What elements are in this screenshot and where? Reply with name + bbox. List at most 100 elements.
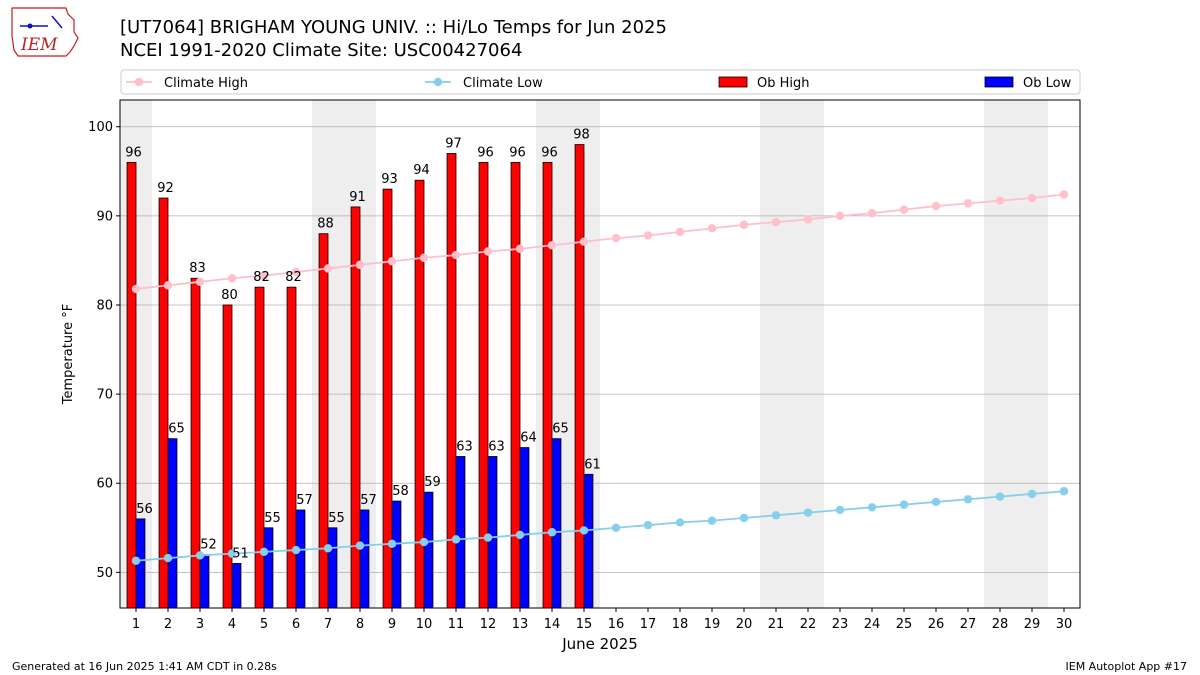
logo-text: IEM (20, 35, 58, 55)
climate-low-point (195, 551, 205, 560)
climate-low-point (611, 523, 621, 532)
ob-high-value-label: 97 (445, 136, 462, 151)
ob-low-legend-label: Ob Low (1023, 76, 1072, 91)
x-tick-label: 21 (768, 617, 785, 632)
x-tick-label: 26 (928, 617, 945, 632)
climate-high-point (963, 199, 973, 208)
ob-low-bar (551, 438, 562, 609)
climate-low-point (483, 533, 493, 542)
x-tick-label: 20 (736, 617, 753, 632)
ob-low-bar (167, 438, 178, 609)
ob-high-value-label: 82 (285, 270, 302, 285)
climate-high-point (899, 205, 909, 214)
climate-low-point (547, 528, 557, 537)
climate-high-point (803, 215, 813, 224)
climate-high-point (931, 201, 941, 211)
climate-low-point (835, 505, 845, 515)
x-tick-label: 14 (544, 617, 561, 632)
ob-high-bar (574, 144, 585, 609)
climate-low-point (643, 520, 653, 530)
climate-high-point (771, 217, 781, 227)
climate-low-point (1027, 489, 1037, 499)
x-tick-label: 29 (1024, 617, 1041, 632)
x-tick-label: 2 (164, 617, 172, 632)
y-axis-label: Temperature °F (61, 304, 76, 405)
footer-app-id: IEM Autoplot App #17 (1065, 660, 1188, 673)
climate-low-point (227, 549, 237, 558)
ob-low-value-label: 51 (232, 546, 249, 561)
climate-high-point (419, 253, 429, 262)
climate-high-point (707, 224, 717, 233)
climate-high-point (1059, 190, 1069, 199)
climate-high-legend-label: Climate High (164, 76, 248, 91)
ob-low-legend-swatch (984, 76, 1014, 88)
x-tick-label: 6 (292, 617, 300, 632)
ob-low-value-label: 55 (264, 511, 281, 526)
ob-low-value-label: 61 (584, 457, 601, 472)
x-tick-label: 25 (896, 617, 913, 632)
ob-high-bar (158, 197, 169, 609)
x-tick-label: 22 (800, 617, 817, 632)
ob-high-value-label: 91 (349, 190, 366, 205)
climate-low-point (803, 508, 813, 517)
ob-high-value-label: 96 (125, 145, 142, 160)
weekend-band (984, 100, 1016, 608)
x-tick-label: 10 (416, 617, 433, 632)
ob-high-bar (254, 286, 265, 609)
climate-high-point (483, 247, 493, 256)
climate-low-point (387, 539, 397, 549)
x-tick-label: 30 (1056, 617, 1073, 632)
x-tick-label: 23 (832, 617, 849, 632)
ob-low-value-label: 63 (456, 439, 473, 454)
ob-low-value-label: 56 (136, 502, 153, 517)
climate-low-point (963, 495, 973, 504)
ob-low-bar (231, 563, 242, 609)
climate-high-point (995, 196, 1005, 205)
climate-high-point (227, 274, 237, 283)
climate-high-point (1027, 193, 1037, 203)
x-axis-label: June 2025 (561, 635, 638, 653)
climate-low-point (867, 503, 877, 512)
climate-low-point (771, 511, 781, 520)
ob-low-bar (487, 456, 498, 609)
climate-low-point (259, 547, 269, 557)
climate-high-point (547, 241, 557, 250)
ob-low-value-label: 57 (296, 493, 313, 508)
climate-high-line (135, 193, 1065, 290)
x-tick-label: 9 (388, 617, 396, 632)
ob-high-value-label: 83 (189, 261, 206, 276)
climate-low-point (163, 553, 173, 563)
x-tick-label: 7 (324, 617, 332, 632)
chart-title: [UT7064] BRIGHAM YOUNG UNIV. :: Hi/Lo Te… (120, 17, 667, 38)
climate-low-point (323, 544, 333, 553)
climate-low-point (291, 545, 301, 555)
climate-high-point (835, 211, 845, 221)
ob-high-bar (126, 161, 137, 609)
climate-high-point (451, 250, 461, 260)
y-tick-label: 60 (96, 477, 113, 492)
climate-low-point (515, 530, 525, 540)
ob-low-value-label: 58 (392, 484, 409, 499)
x-tick-label: 15 (576, 617, 593, 632)
ob-low-value-label: 65 (168, 422, 185, 437)
x-tick-label: 11 (448, 617, 465, 632)
climate-low-point (355, 541, 365, 550)
climate-high-point (867, 208, 877, 218)
ob-low-bar (199, 554, 210, 609)
ob-high-value-label: 96 (509, 145, 526, 160)
x-tick-label: 1 (132, 617, 140, 632)
climate-low-point (995, 492, 1005, 501)
climate-high-point (355, 260, 365, 270)
ob-high-bar (222, 304, 233, 609)
ob-low-bar (327, 527, 338, 609)
y-tick-label: 70 (96, 388, 113, 403)
x-tick-label: 17 (640, 617, 657, 632)
y-tick-label: 100 (88, 120, 113, 135)
ob-high-value-label: 94 (413, 163, 430, 178)
ob-low-bar (391, 500, 402, 609)
climate-low-point (579, 526, 589, 535)
x-tick-label: 19 (704, 617, 721, 632)
x-tick-label: 16 (608, 617, 625, 632)
y-tick-label: 90 (96, 209, 113, 224)
